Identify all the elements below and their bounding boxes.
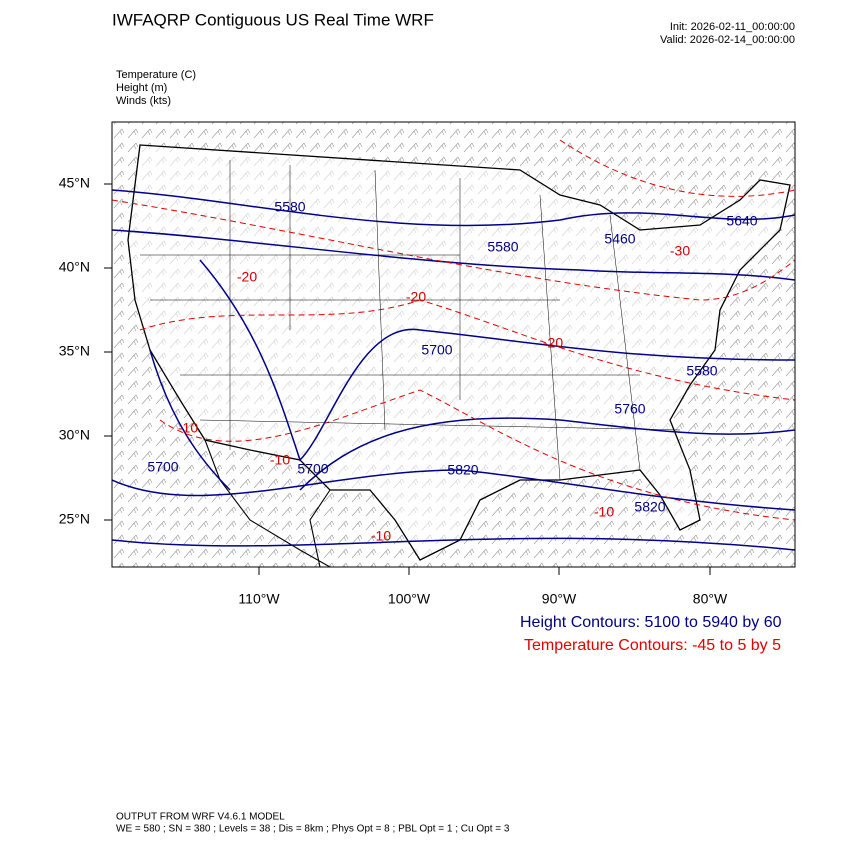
temperature-label: -10 bbox=[371, 528, 391, 544]
temperature-legend: Temperature Contours: -45 to 5 by 5 bbox=[524, 637, 781, 654]
temperature-label: -20 bbox=[543, 335, 563, 351]
title: IWFAQRP Contiguous US Real Time WRF bbox=[112, 10, 434, 29]
lon-label: 90°W bbox=[542, 591, 577, 607]
height-label: 5700 bbox=[421, 342, 452, 358]
lon-label: 100°W bbox=[388, 591, 431, 607]
contour-labels: 5580 5580 5460 5640 5700 5580 5760 5700 5700 5820… bbox=[147, 199, 757, 544]
temperature-contours bbox=[112, 139, 795, 521]
map bbox=[112, 122, 795, 567]
valid-time: Valid: 2026-02-14_00:00:00 bbox=[660, 34, 795, 46]
height-label: 5700 bbox=[297, 461, 328, 477]
temperature-label: -10 bbox=[270, 452, 290, 468]
temperature-label: -10 bbox=[594, 504, 614, 520]
field-label: Winds (kts) bbox=[116, 95, 171, 107]
height-label: 5580 bbox=[274, 199, 305, 215]
lat-label: 25°N bbox=[59, 511, 90, 527]
height-label: 5760 bbox=[614, 401, 645, 417]
height-label: 5820 bbox=[447, 462, 478, 478]
lat-label: 30°N bbox=[59, 427, 90, 443]
height-label: 5460 bbox=[604, 231, 635, 247]
height-label: 5820 bbox=[634, 499, 665, 515]
lat-label: 45°N bbox=[59, 175, 90, 191]
lon-label: 80°W bbox=[693, 591, 728, 607]
map-frame bbox=[111, 121, 796, 568]
lat-label: 40°N bbox=[59, 259, 90, 275]
height-label: 5700 bbox=[147, 459, 178, 475]
temperature-label: -10 bbox=[178, 420, 198, 436]
footer-line: OUTPUT FROM WRF V4.6.1 MODEL bbox=[116, 812, 285, 823]
height-label: 5640 bbox=[726, 213, 757, 229]
temperature-label: -30 bbox=[670, 243, 690, 259]
height-legend: Height Contours: 5100 to 5940 by 60 bbox=[520, 614, 782, 631]
mexico-outline bbox=[204, 439, 331, 567]
field-label: Height (m) bbox=[116, 82, 167, 94]
lon-label: 110°W bbox=[238, 591, 280, 607]
init-time: Init: 2026-02-11_00:00:00 bbox=[670, 21, 795, 33]
height-label: 5580 bbox=[686, 363, 717, 379]
temperature-label: -20 bbox=[237, 269, 257, 285]
lat-label: 35°N bbox=[59, 343, 90, 359]
field-label: Temperature (C) bbox=[116, 69, 196, 81]
height-label: 5580 bbox=[487, 239, 518, 255]
temperature-label: -20 bbox=[406, 289, 426, 305]
state-borders bbox=[140, 160, 681, 481]
footer-line: WE = 580 ; SN = 380 ; Levels = 38 ; Dis … bbox=[116, 824, 510, 835]
